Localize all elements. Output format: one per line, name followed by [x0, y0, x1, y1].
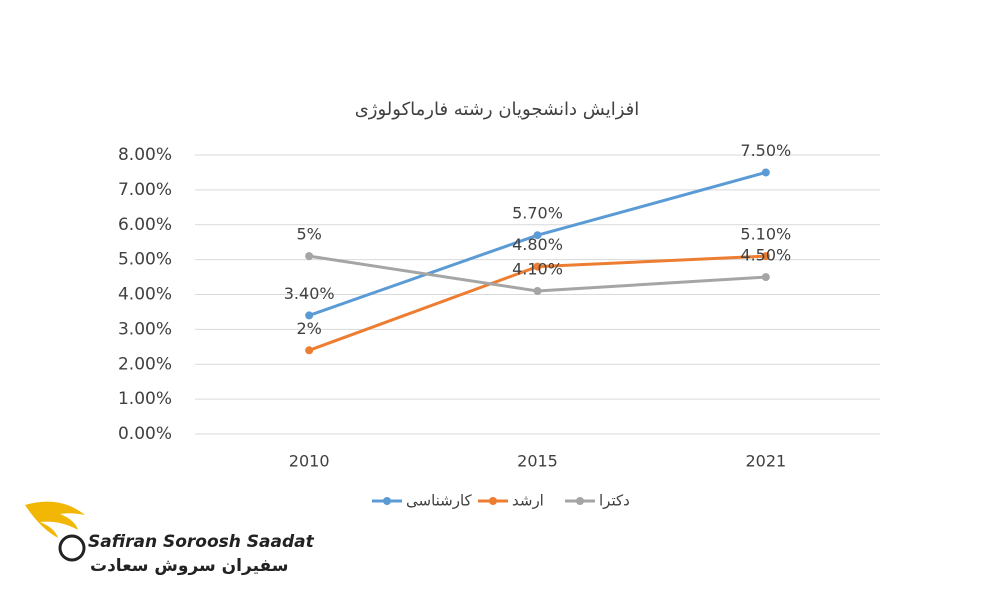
y-tick-label: 5.00% — [118, 250, 172, 270]
data-label: 4.50% — [740, 246, 791, 265]
data-point — [761, 273, 770, 282]
logo-swirl — [58, 534, 86, 562]
y-tick-label: 1.00% — [118, 389, 172, 409]
legend-marker — [489, 497, 497, 505]
data-point — [761, 252, 770, 261]
data-point — [305, 252, 314, 261]
data-point — [533, 287, 542, 296]
y-tick-label: 2.00% — [118, 354, 172, 374]
data-label: 4.80% — [512, 235, 563, 254]
legend-label: ارشد — [512, 492, 544, 510]
data-label: 5.70% — [512, 204, 563, 223]
data-label: 5% — [296, 225, 321, 244]
logo-text-en: Safiran Soroosh Saadat — [88, 532, 315, 552]
x-tick-label: 2010 — [289, 452, 330, 471]
data-label: 7.50% — [740, 141, 791, 160]
y-tick-label: 0.00% — [118, 424, 172, 444]
y-tick-label: 8.00% — [118, 145, 172, 165]
data-point — [533, 262, 542, 271]
data-label: 2% — [296, 319, 321, 338]
x-tick-label: 2021 — [745, 452, 786, 471]
legend-marker — [383, 497, 391, 505]
legend-label: کارشناسی — [406, 492, 473, 510]
logo-text-fa: سفیران سروش سعادت — [90, 556, 288, 576]
data-label: 5.10% — [740, 225, 791, 244]
y-tick-label: 6.00% — [118, 215, 172, 235]
data-point — [533, 231, 542, 240]
x-tick-label: 2015 — [517, 452, 558, 471]
logo-wing — [25, 501, 85, 538]
data-label: 4.10% — [512, 260, 563, 279]
y-tick-label: 4.00% — [118, 285, 172, 305]
data-label: 3.40% — [284, 284, 335, 303]
logo: Safiran Soroosh Saadat سفیران سروش سعادت — [25, 501, 315, 576]
legend-marker — [576, 497, 584, 505]
y-tick-label: 7.00% — [118, 180, 172, 200]
legend-label: دکترا — [599, 492, 630, 510]
data-point — [305, 346, 314, 355]
y-tick-label: 3.00% — [118, 319, 172, 339]
data-point — [761, 168, 770, 177]
chart-title: افزایش دانشجویان رشته فارماکولوژی — [355, 99, 640, 120]
data-point — [305, 311, 314, 320]
